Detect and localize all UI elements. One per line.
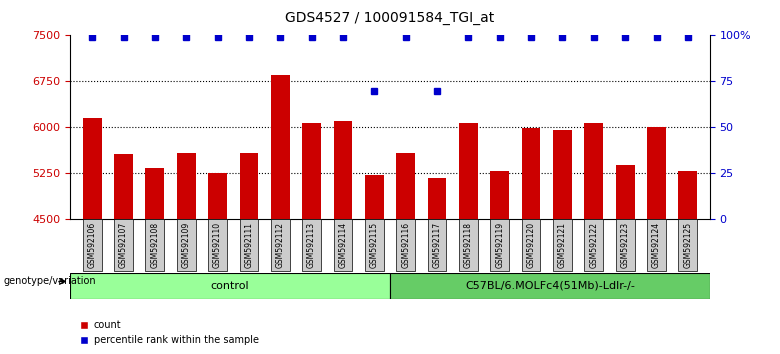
Bar xyxy=(396,153,415,219)
Text: GSM592119: GSM592119 xyxy=(495,222,504,268)
Text: GSM592125: GSM592125 xyxy=(683,222,693,268)
Bar xyxy=(177,219,196,271)
Text: GSM592113: GSM592113 xyxy=(307,222,316,268)
Bar xyxy=(334,121,353,219)
Bar xyxy=(491,171,509,219)
Text: GDS4527 / 100091584_TGI_at: GDS4527 / 100091584_TGI_at xyxy=(285,11,495,25)
Text: GSM592124: GSM592124 xyxy=(652,222,661,268)
Bar xyxy=(114,154,133,219)
Text: C57BL/6.MOLFc4(51Mb)-Ldlr-/-: C57BL/6.MOLFc4(51Mb)-Ldlr-/- xyxy=(465,281,635,291)
Text: GSM592122: GSM592122 xyxy=(590,222,598,268)
Bar xyxy=(584,219,603,271)
Bar xyxy=(208,173,227,219)
Bar xyxy=(365,219,384,271)
Bar xyxy=(302,219,321,271)
Text: GSM592111: GSM592111 xyxy=(244,222,254,268)
Bar xyxy=(239,219,258,271)
Text: GSM592106: GSM592106 xyxy=(87,222,97,268)
Bar xyxy=(390,273,710,299)
Bar xyxy=(679,171,697,219)
Bar xyxy=(208,219,227,271)
Bar xyxy=(177,153,196,219)
Bar xyxy=(427,219,446,271)
Text: GSM592114: GSM592114 xyxy=(339,222,347,268)
Bar xyxy=(584,122,603,219)
Bar xyxy=(427,178,446,219)
Bar xyxy=(396,219,415,271)
Text: GSM592117: GSM592117 xyxy=(433,222,441,268)
Text: GSM592116: GSM592116 xyxy=(401,222,410,268)
Bar xyxy=(145,168,165,219)
Text: genotype/variation: genotype/variation xyxy=(4,276,97,286)
Text: GSM592120: GSM592120 xyxy=(526,222,536,268)
Bar xyxy=(271,219,289,271)
Text: GSM592110: GSM592110 xyxy=(213,222,222,268)
Legend: count, percentile rank within the sample: count, percentile rank within the sample xyxy=(75,316,262,349)
Bar xyxy=(114,219,133,271)
Text: GSM592123: GSM592123 xyxy=(621,222,629,268)
Text: control: control xyxy=(211,281,250,291)
Bar xyxy=(647,219,666,271)
Text: GSM592115: GSM592115 xyxy=(370,222,379,268)
Text: GSM592109: GSM592109 xyxy=(182,222,190,268)
Bar xyxy=(615,219,635,271)
Text: GSM592121: GSM592121 xyxy=(558,222,567,268)
Bar xyxy=(647,127,666,219)
Text: GSM592118: GSM592118 xyxy=(464,222,473,268)
Bar xyxy=(522,219,541,271)
Bar xyxy=(302,122,321,219)
Text: GSM592107: GSM592107 xyxy=(119,222,128,268)
Bar xyxy=(83,219,101,271)
Bar xyxy=(459,123,478,219)
Bar xyxy=(459,219,478,271)
Bar xyxy=(334,219,353,271)
Bar xyxy=(83,118,101,219)
Bar xyxy=(70,273,390,299)
Bar xyxy=(522,128,541,219)
Bar xyxy=(553,130,572,219)
Bar xyxy=(271,75,289,219)
Text: GSM592108: GSM592108 xyxy=(151,222,159,268)
Bar xyxy=(615,165,635,219)
Bar xyxy=(365,175,384,219)
Bar xyxy=(239,153,258,219)
Bar xyxy=(679,219,697,271)
Bar xyxy=(553,219,572,271)
Bar xyxy=(145,219,165,271)
Text: GSM592112: GSM592112 xyxy=(276,222,285,268)
Bar xyxy=(491,219,509,271)
